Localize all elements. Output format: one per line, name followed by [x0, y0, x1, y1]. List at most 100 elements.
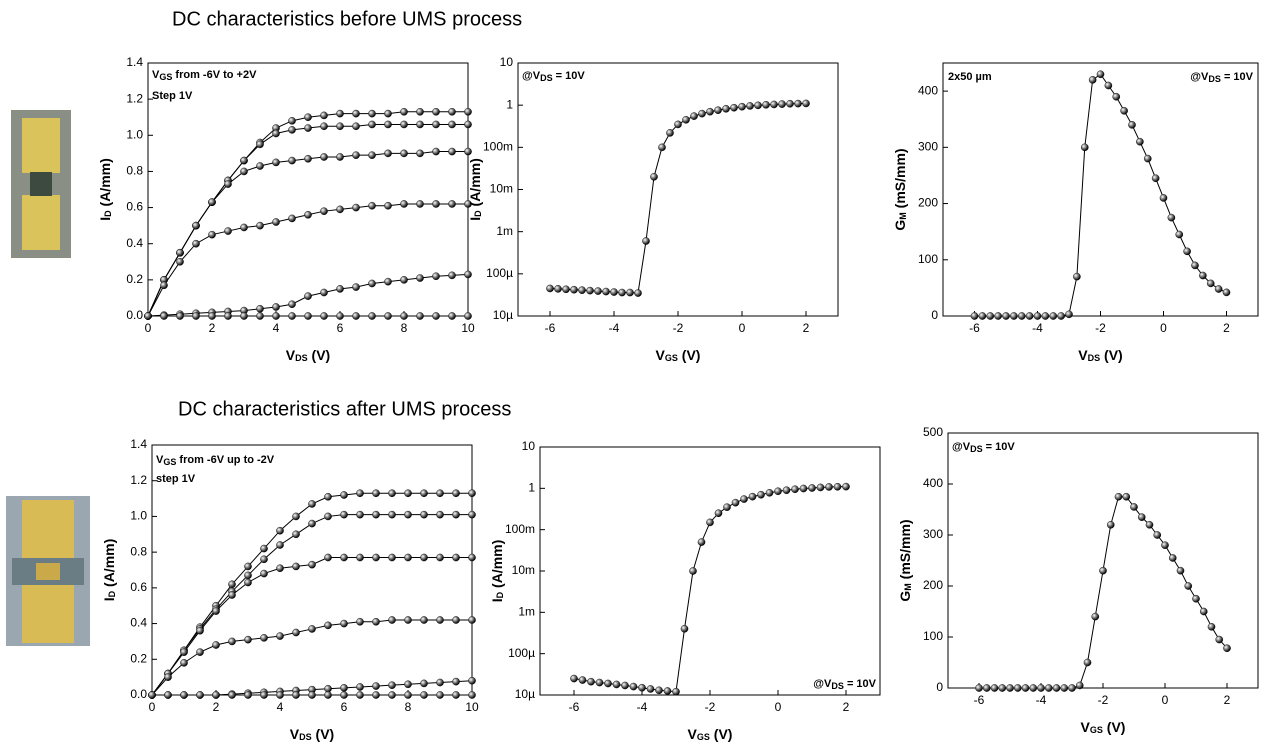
annotation-part: DS	[1208, 74, 1221, 84]
device-photo	[11, 110, 71, 258]
annotation-part: 2x50 µm	[948, 71, 992, 83]
data-point	[320, 122, 328, 131]
data-point	[468, 489, 476, 498]
data-point	[372, 489, 380, 498]
data-point	[1184, 582, 1193, 590]
data-point	[272, 312, 280, 320]
data-point	[324, 492, 332, 501]
data-point	[260, 555, 268, 564]
data-point	[288, 312, 296, 320]
data-point	[982, 684, 991, 692]
annotation-part: @V	[952, 441, 971, 453]
annotation-part: GS	[163, 457, 176, 467]
data-point	[388, 681, 396, 689]
data-point	[612, 680, 621, 689]
data-point	[587, 677, 595, 686]
x-tick-label: 8	[401, 321, 408, 335]
data-point	[340, 491, 348, 499]
data-point	[176, 257, 184, 266]
annotation-part: DS	[540, 73, 553, 83]
data-point	[666, 129, 674, 137]
data-point	[578, 676, 587, 684]
data-point	[1017, 312, 1026, 320]
data-point	[400, 312, 408, 320]
data-point	[160, 281, 168, 290]
data-point	[1175, 230, 1184, 239]
data-point	[288, 214, 296, 223]
data-point	[432, 120, 440, 129]
data-point	[655, 686, 663, 695]
y-tick-label: 1m	[518, 605, 535, 619]
y-tick-label: 0.0	[126, 308, 143, 322]
x-axis-label-part: (V)	[678, 347, 701, 363]
data-point	[626, 288, 634, 297]
y-axis-label-part: D	[495, 591, 505, 598]
y-tick-label: 10µ	[515, 687, 535, 701]
data-point	[1191, 261, 1199, 270]
data-point	[352, 122, 360, 131]
data-point	[436, 616, 444, 624]
data-point	[1037, 684, 1045, 692]
data-point	[432, 107, 440, 116]
data-point	[448, 200, 456, 208]
x-tick-label: -4	[609, 321, 620, 335]
data-point	[292, 530, 300, 539]
x-tick-label: -2	[673, 321, 684, 335]
y-tick-label: 200	[923, 578, 943, 592]
data-point	[180, 648, 188, 656]
y-tick-label: 10m	[490, 182, 513, 196]
data-point	[304, 312, 312, 320]
x-tick-label: 6	[337, 321, 344, 335]
y-axis-label-part: (A/mm)	[467, 158, 483, 210]
data-point	[1068, 684, 1076, 692]
data-point	[404, 691, 412, 699]
data-point	[432, 312, 440, 320]
y-tick-label: 0	[936, 680, 943, 694]
data-point	[196, 691, 204, 699]
data-point	[256, 140, 264, 149]
data-point	[292, 691, 300, 699]
data-point	[658, 143, 666, 152]
data-point	[970, 312, 979, 320]
data-point	[595, 678, 604, 687]
data-point	[224, 227, 232, 235]
x-tick-label: 2	[1223, 321, 1230, 335]
data-point	[994, 312, 1002, 320]
data-point	[570, 285, 578, 294]
data-point	[272, 158, 280, 167]
data-point	[356, 510, 364, 519]
data-point	[1044, 684, 1053, 692]
data-point	[304, 124, 312, 132]
data-point	[340, 691, 348, 699]
annotation-part: = 10V	[1221, 71, 1254, 83]
x-axis-label: VGS (V)	[688, 726, 733, 743]
data-point	[388, 553, 396, 562]
data-point	[420, 510, 428, 519]
x-tick-label: -2	[1095, 321, 1106, 335]
data-point	[420, 489, 428, 498]
data-point	[400, 149, 408, 158]
y-tick-label: 1.2	[130, 473, 147, 487]
y-tick-label: 0.2	[126, 272, 143, 286]
data-point	[368, 312, 376, 320]
data-point	[340, 684, 348, 692]
data-point	[340, 553, 348, 562]
y-tick-label: 0	[931, 308, 938, 322]
data-point	[340, 619, 348, 628]
data-point	[308, 560, 316, 569]
data-point	[1080, 143, 1089, 152]
data-point	[420, 616, 428, 624]
data-point	[1161, 541, 1169, 550]
data-point	[240, 223, 248, 232]
data-point	[1199, 607, 1208, 616]
data-point	[738, 102, 746, 111]
data-point	[308, 691, 316, 699]
data-point	[562, 285, 570, 294]
data-point	[1120, 106, 1128, 115]
annotation-part: from -6V up to -2V	[176, 454, 274, 466]
data-point	[368, 151, 376, 159]
data-point	[244, 691, 252, 699]
data-point	[416, 312, 424, 320]
data-point	[228, 691, 236, 699]
data-point	[1206, 279, 1215, 288]
